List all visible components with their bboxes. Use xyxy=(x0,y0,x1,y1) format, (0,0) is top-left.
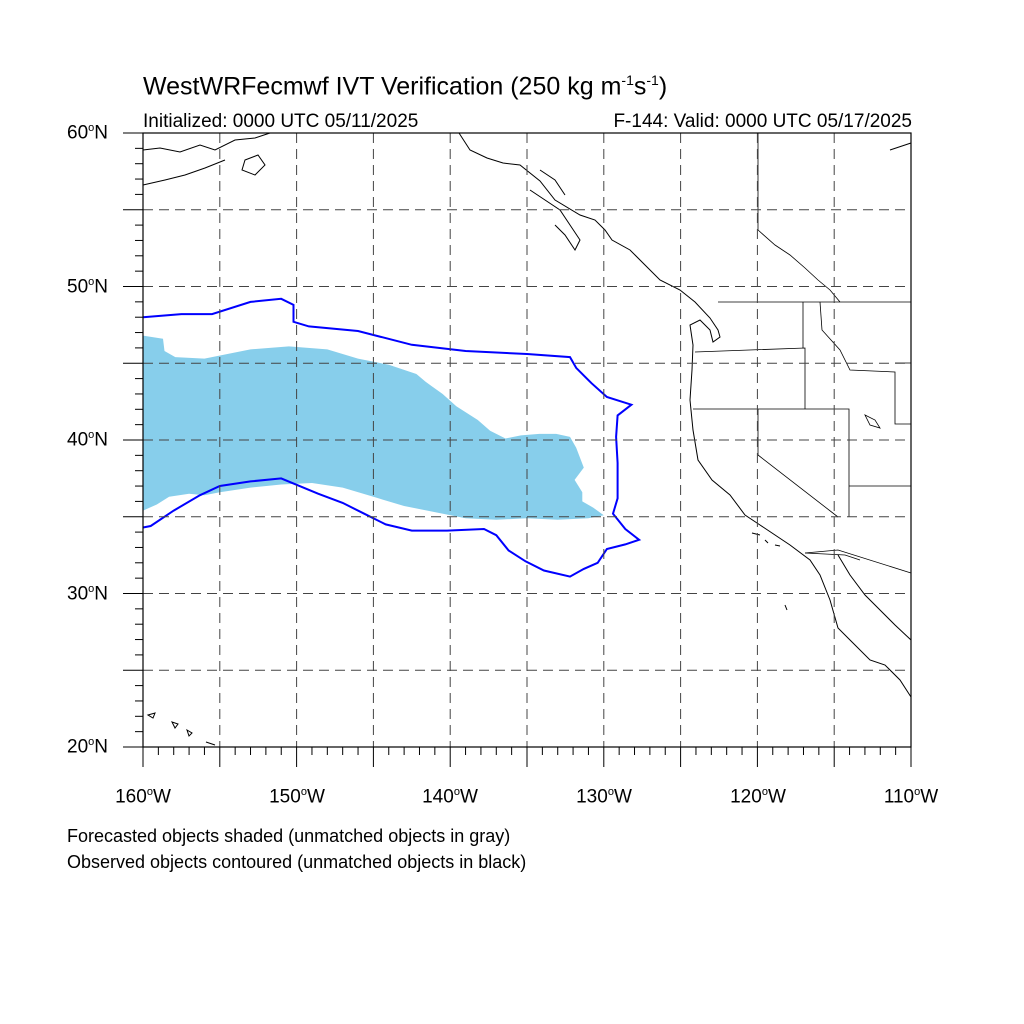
coastline-alaska xyxy=(142,132,271,186)
title-units-exp2: -1 xyxy=(646,72,659,88)
observed-object-contour xyxy=(142,297,642,578)
mexico-border xyxy=(804,552,861,561)
coastline-north-america xyxy=(458,132,912,698)
coastline-kodiak xyxy=(241,142,912,176)
legend-note-observed: Observed objects contoured (unmatched ob… xyxy=(67,852,527,872)
lat-lon-grid xyxy=(143,133,911,747)
lon-label-140w: 140oW xyxy=(422,786,478,808)
lon-label-130w: 130oW xyxy=(576,786,632,808)
legend-note-forecast: Forecasted objects shaded (unmatched obj… xyxy=(67,826,511,846)
lon-label-150w: 150oW xyxy=(269,786,325,808)
lon-label-110w: 110oW xyxy=(883,786,939,808)
title-units-mid: s xyxy=(633,72,647,101)
political-boundaries xyxy=(693,133,912,574)
coastlines xyxy=(142,132,912,746)
plot-title: WestWRFecmwf IVT Verification (250 kg m-… xyxy=(143,72,667,101)
lon-label-160w: 160oW xyxy=(115,786,171,808)
coastline-hawaii xyxy=(146,712,216,746)
initialized-label: Initialized: 0000 UTC 05/11/2025 xyxy=(143,111,419,132)
lat-label-40n: 40oN xyxy=(67,429,108,451)
coastline-baja-gulf xyxy=(837,554,912,641)
coastline-bc-islands xyxy=(529,169,581,251)
lat-label-20n: 20oN xyxy=(67,736,108,758)
great-salt-lake xyxy=(864,414,881,429)
coastline-channel-islands xyxy=(751,532,788,611)
lat-label-30n: 30oN xyxy=(67,583,108,605)
axis-ticks xyxy=(123,132,912,767)
lat-label-50n: 50oN xyxy=(67,276,108,298)
title-units-open: (250 kg m xyxy=(510,72,622,101)
lon-label-120w: 120oW xyxy=(730,786,786,808)
valid-time-label: F-144: Valid: 0000 UTC 05/17/2025 xyxy=(613,111,912,132)
title-main: WestWRFecmwf IVT Verification xyxy=(143,72,504,101)
map-frame xyxy=(142,132,912,748)
title-units-exp1: -1 xyxy=(621,72,634,88)
lat-label-60n: 60oN xyxy=(67,122,108,144)
title-units-close: ) xyxy=(658,72,668,101)
bc-alberta-border xyxy=(757,133,841,303)
